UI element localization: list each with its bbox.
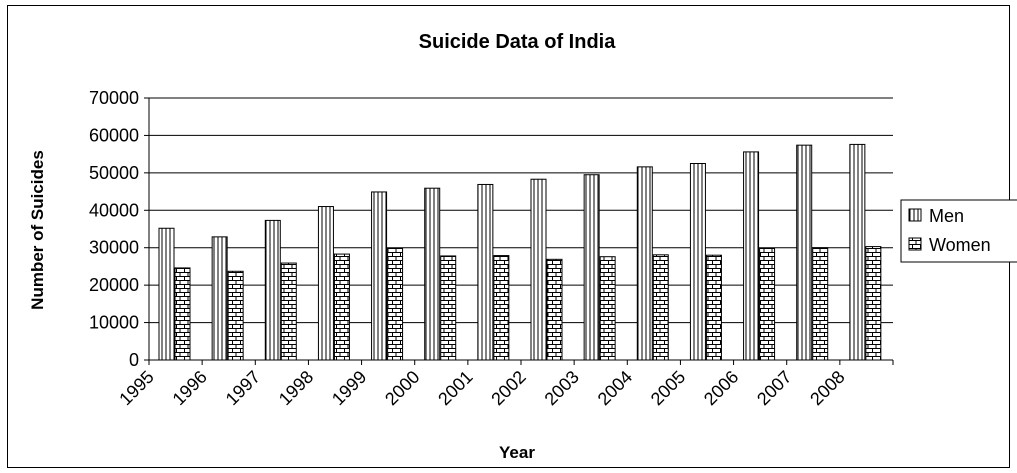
y-axis-title: Number of Suicides xyxy=(28,150,47,310)
legend-label-women: Women xyxy=(929,235,991,255)
x-axis-ticks: 1995 1996 1997 1998 1999 2000 2001 2002 2003 2004… xyxy=(115,360,894,409)
y-tick-label: 40000 xyxy=(89,200,139,220)
y-tick-label: 20000 xyxy=(89,275,139,295)
bar-men xyxy=(743,151,760,361)
bar-men xyxy=(264,219,281,361)
bars-group xyxy=(158,143,882,361)
bar-men xyxy=(158,227,175,361)
y-tick-label: 10000 xyxy=(89,313,139,333)
bar-men xyxy=(849,143,866,361)
bar-men xyxy=(477,183,494,361)
bar-men xyxy=(371,191,388,361)
gridlines xyxy=(149,97,893,324)
y-tick-label: 70000 xyxy=(89,88,139,108)
x-tick-label: 1999 xyxy=(328,367,370,409)
bar-women xyxy=(440,255,457,361)
legend-swatch-women xyxy=(908,237,922,251)
bar-men xyxy=(689,163,706,361)
axes xyxy=(148,98,893,361)
y-tick-label: 0 xyxy=(129,350,139,370)
x-axis-title: Year xyxy=(499,443,535,462)
x-tick-label: 2007 xyxy=(753,367,795,409)
bar-women xyxy=(493,255,510,361)
bar-women xyxy=(227,270,244,361)
bar-men xyxy=(796,144,813,361)
bar-men xyxy=(636,166,653,361)
legend-label-men: Men xyxy=(929,206,964,226)
bar-women xyxy=(705,254,722,361)
bar-women xyxy=(599,256,616,361)
x-tick-label: 1998 xyxy=(275,367,317,409)
bar-men xyxy=(530,178,547,361)
legend: Men Women xyxy=(900,199,1017,263)
bar-women xyxy=(759,247,776,361)
x-tick-label: 1996 xyxy=(169,367,211,409)
y-tick-label: 50000 xyxy=(89,163,139,183)
bar-men xyxy=(211,236,228,361)
bar-women xyxy=(174,267,191,361)
x-tick-label: 2003 xyxy=(541,367,583,409)
x-tick-label: 2002 xyxy=(487,367,529,409)
x-tick-label: 1995 xyxy=(115,367,157,409)
x-tick-label: 2006 xyxy=(700,367,742,409)
x-tick-label: 2001 xyxy=(434,367,476,409)
bar-men xyxy=(317,206,334,361)
x-tick-label: 2004 xyxy=(594,367,636,409)
bar-men xyxy=(583,174,600,361)
x-tick-label: 1997 xyxy=(222,367,264,409)
bar-women xyxy=(333,253,350,361)
x-tick-label: 2005 xyxy=(647,367,689,409)
bar-women xyxy=(812,247,829,361)
y-tick-label: 60000 xyxy=(89,125,139,145)
bar-women xyxy=(280,262,297,361)
x-tick-label: 2000 xyxy=(381,367,423,409)
bar-women xyxy=(546,258,563,361)
chart-title: Suicide Data of India xyxy=(419,31,617,53)
y-axis-ticks: 0 10000 20000 30000 40000 50000 60000 70000 xyxy=(89,88,149,370)
x-tick-label: 2008 xyxy=(806,367,848,409)
legend-swatch-men xyxy=(908,208,922,222)
y-tick-label: 30000 xyxy=(89,238,139,258)
bar-women xyxy=(865,246,882,361)
bar-women xyxy=(652,254,669,361)
bar-men xyxy=(424,187,441,361)
bar-women xyxy=(387,247,404,361)
